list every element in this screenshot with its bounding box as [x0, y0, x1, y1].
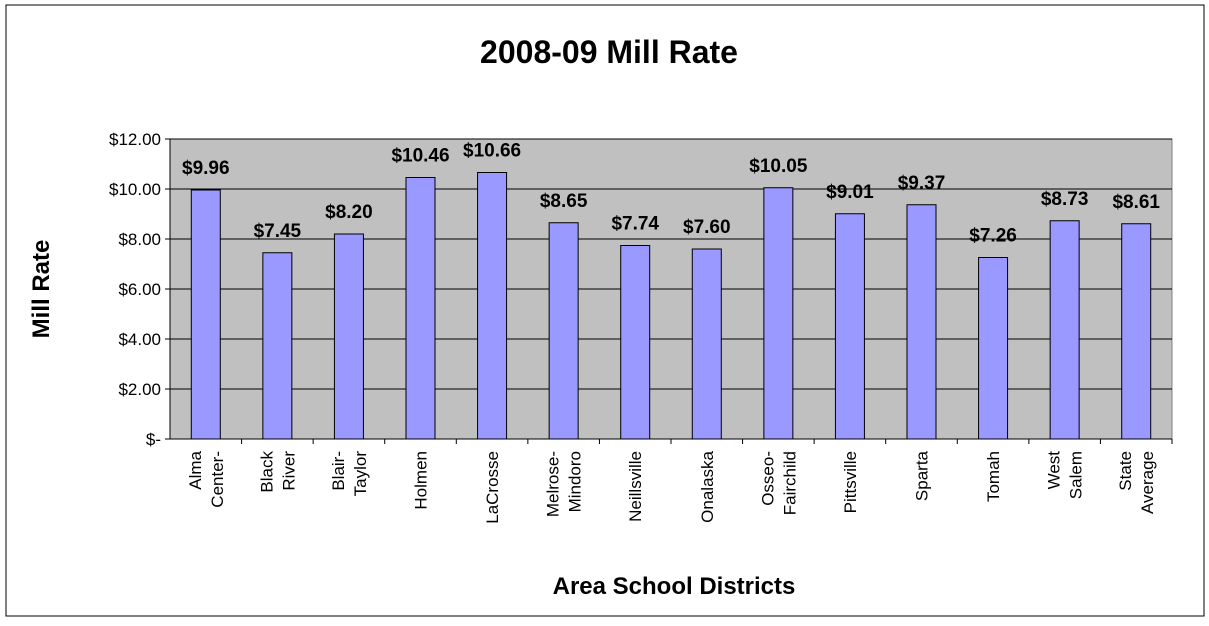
bar [763, 187, 794, 440]
x-tick-label: LaCrosse [483, 451, 502, 524]
data-label: $10.05 [749, 156, 808, 177]
y-tick-label: $4.00 [118, 330, 161, 349]
data-label: $10.46 [391, 146, 449, 167]
bar [978, 257, 1009, 440]
x-tick-label: Onalaska [698, 450, 717, 522]
bar [477, 172, 508, 440]
x-tick-label: Fairchild [780, 451, 799, 515]
y-axis: $- $2.00 $4.00 $6.00 $8.00 $10.00 $12.00 [109, 130, 171, 449]
x-tick-label: Holmen [412, 451, 431, 510]
x-tick-label: River [279, 451, 298, 491]
data-label: $7.60 [683, 217, 731, 238]
x-tick-label: West [1045, 451, 1064, 490]
x-axis: Alma Center- Black River Blair- Taylor Holmen L… [170, 438, 1173, 524]
x-tick-label: Mindoro [566, 451, 585, 512]
x-tick-label: Neillsville [626, 451, 645, 522]
y-tick-label: $6.00 [118, 280, 161, 299]
x-tick-label: Blair- [329, 451, 348, 491]
data-label: $7.74 [611, 214, 659, 235]
x-tick-label: Taylor [351, 451, 370, 497]
y-tick-label: $2.00 [118, 380, 161, 399]
data-label: $8.20 [325, 202, 373, 223]
data-label: $9.01 [826, 182, 874, 203]
y-axis-title: Mill Rate [28, 240, 55, 339]
x-tick-label: Alma [186, 450, 205, 489]
bar [620, 245, 651, 440]
bar [548, 222, 579, 440]
data-label: $10.66 [463, 141, 521, 162]
bar [1121, 223, 1152, 440]
x-tick-label: Sparta [913, 450, 932, 501]
bar [906, 204, 937, 440]
y-tick-label: $10.00 [109, 180, 161, 199]
x-tick-label: State [1116, 451, 1135, 491]
x-tick-label: Melrose- [544, 451, 563, 517]
bar [834, 213, 865, 440]
data-label: $9.96 [182, 158, 230, 179]
data-label: $8.73 [1041, 189, 1089, 210]
y-tick-label: $8.00 [118, 230, 161, 249]
bar [1049, 220, 1080, 440]
y-tick-label: $- [146, 430, 161, 449]
bar [262, 252, 293, 440]
data-labels: $9.96 $7.45 $8.20 $10.46 $10.66 $8.65 $7.74 $7.… [182, 141, 1160, 247]
x-tick-label: Tomah [984, 451, 1003, 502]
bar [405, 177, 436, 440]
x-tick-label: Osseo- [758, 451, 777, 506]
x-tick-label: Pittsville [841, 451, 860, 513]
data-label: $8.61 [1112, 192, 1160, 213]
data-label: $9.37 [898, 173, 946, 194]
x-tick-label: Center- [208, 451, 227, 508]
bar [691, 248, 722, 440]
chart-title: 2008-09 Mill Rate [480, 34, 738, 70]
data-label: $8.65 [540, 191, 588, 212]
bars [190, 172, 1152, 440]
bar [190, 189, 221, 440]
x-tick-label: Black [257, 451, 276, 493]
y-tick-label: $12.00 [109, 130, 161, 149]
data-label: $7.45 [254, 221, 302, 242]
x-axis-title: Area School Districts [553, 573, 796, 600]
x-tick-label: Average [1138, 451, 1157, 514]
bar [333, 233, 364, 440]
x-tick-label: Salem [1067, 451, 1086, 499]
data-label: $7.26 [969, 226, 1017, 247]
